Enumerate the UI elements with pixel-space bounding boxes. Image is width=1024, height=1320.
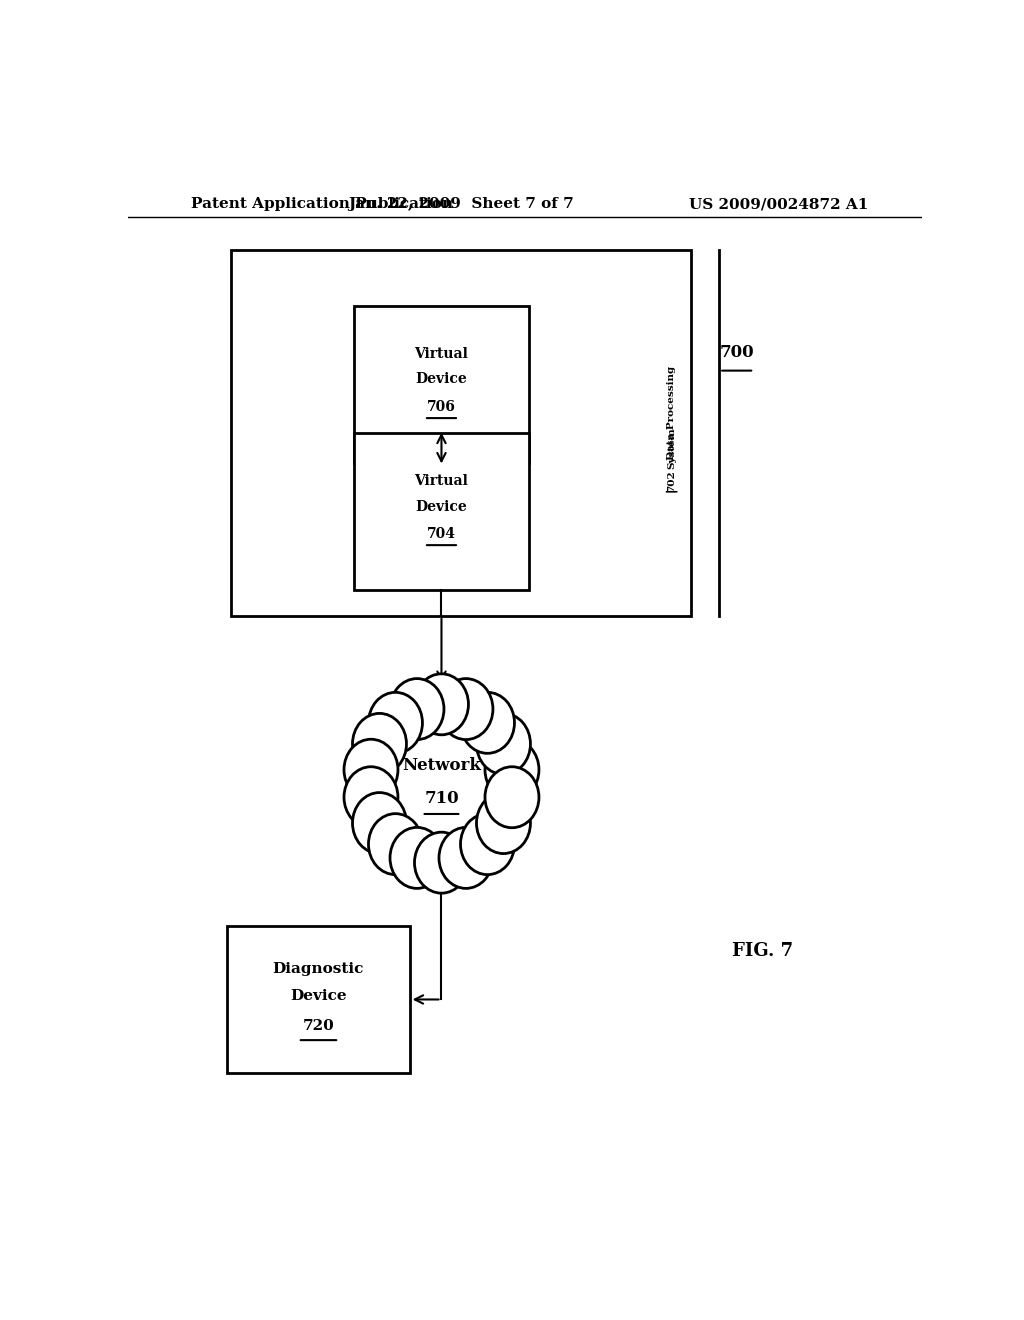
Text: Diagnostic: Diagnostic (272, 962, 365, 975)
Ellipse shape (375, 710, 508, 857)
Bar (354, 306, 528, 463)
Ellipse shape (461, 693, 514, 754)
Ellipse shape (476, 792, 530, 854)
Ellipse shape (352, 792, 407, 854)
Text: 706: 706 (427, 400, 456, 414)
Text: FIG. 7: FIG. 7 (732, 942, 794, 960)
Text: 700: 700 (720, 343, 754, 360)
Text: 704: 704 (427, 527, 456, 541)
Text: Virtual: Virtual (415, 474, 468, 488)
Ellipse shape (390, 678, 444, 739)
Text: Device: Device (290, 990, 347, 1003)
Ellipse shape (415, 832, 468, 894)
Text: Patent Application Publication: Patent Application Publication (191, 197, 454, 211)
Text: 702: 702 (667, 471, 676, 492)
Text: Network: Network (402, 756, 481, 774)
Ellipse shape (390, 828, 444, 888)
Text: Device: Device (416, 372, 467, 387)
Text: System: System (667, 428, 676, 469)
Text: Virtual: Virtual (415, 347, 468, 362)
Ellipse shape (485, 767, 539, 828)
Ellipse shape (439, 678, 493, 739)
Bar (231, 249, 691, 615)
Text: US 2009/0024872 A1: US 2009/0024872 A1 (689, 197, 868, 211)
Bar (354, 433, 528, 590)
Text: Device: Device (416, 499, 467, 513)
Text: 710: 710 (424, 791, 459, 808)
Text: Jan. 22, 2009  Sheet 7 of 7: Jan. 22, 2009 Sheet 7 of 7 (348, 197, 574, 211)
Text: 720: 720 (302, 1019, 335, 1032)
Ellipse shape (369, 693, 423, 754)
Ellipse shape (369, 813, 423, 875)
Text: Data Processing: Data Processing (667, 366, 676, 459)
Ellipse shape (352, 713, 407, 775)
Ellipse shape (476, 713, 530, 775)
Ellipse shape (344, 739, 398, 800)
Ellipse shape (344, 767, 398, 828)
Ellipse shape (439, 828, 493, 888)
Ellipse shape (485, 739, 539, 800)
Ellipse shape (415, 673, 468, 735)
Bar (227, 925, 410, 1073)
Ellipse shape (461, 813, 514, 875)
